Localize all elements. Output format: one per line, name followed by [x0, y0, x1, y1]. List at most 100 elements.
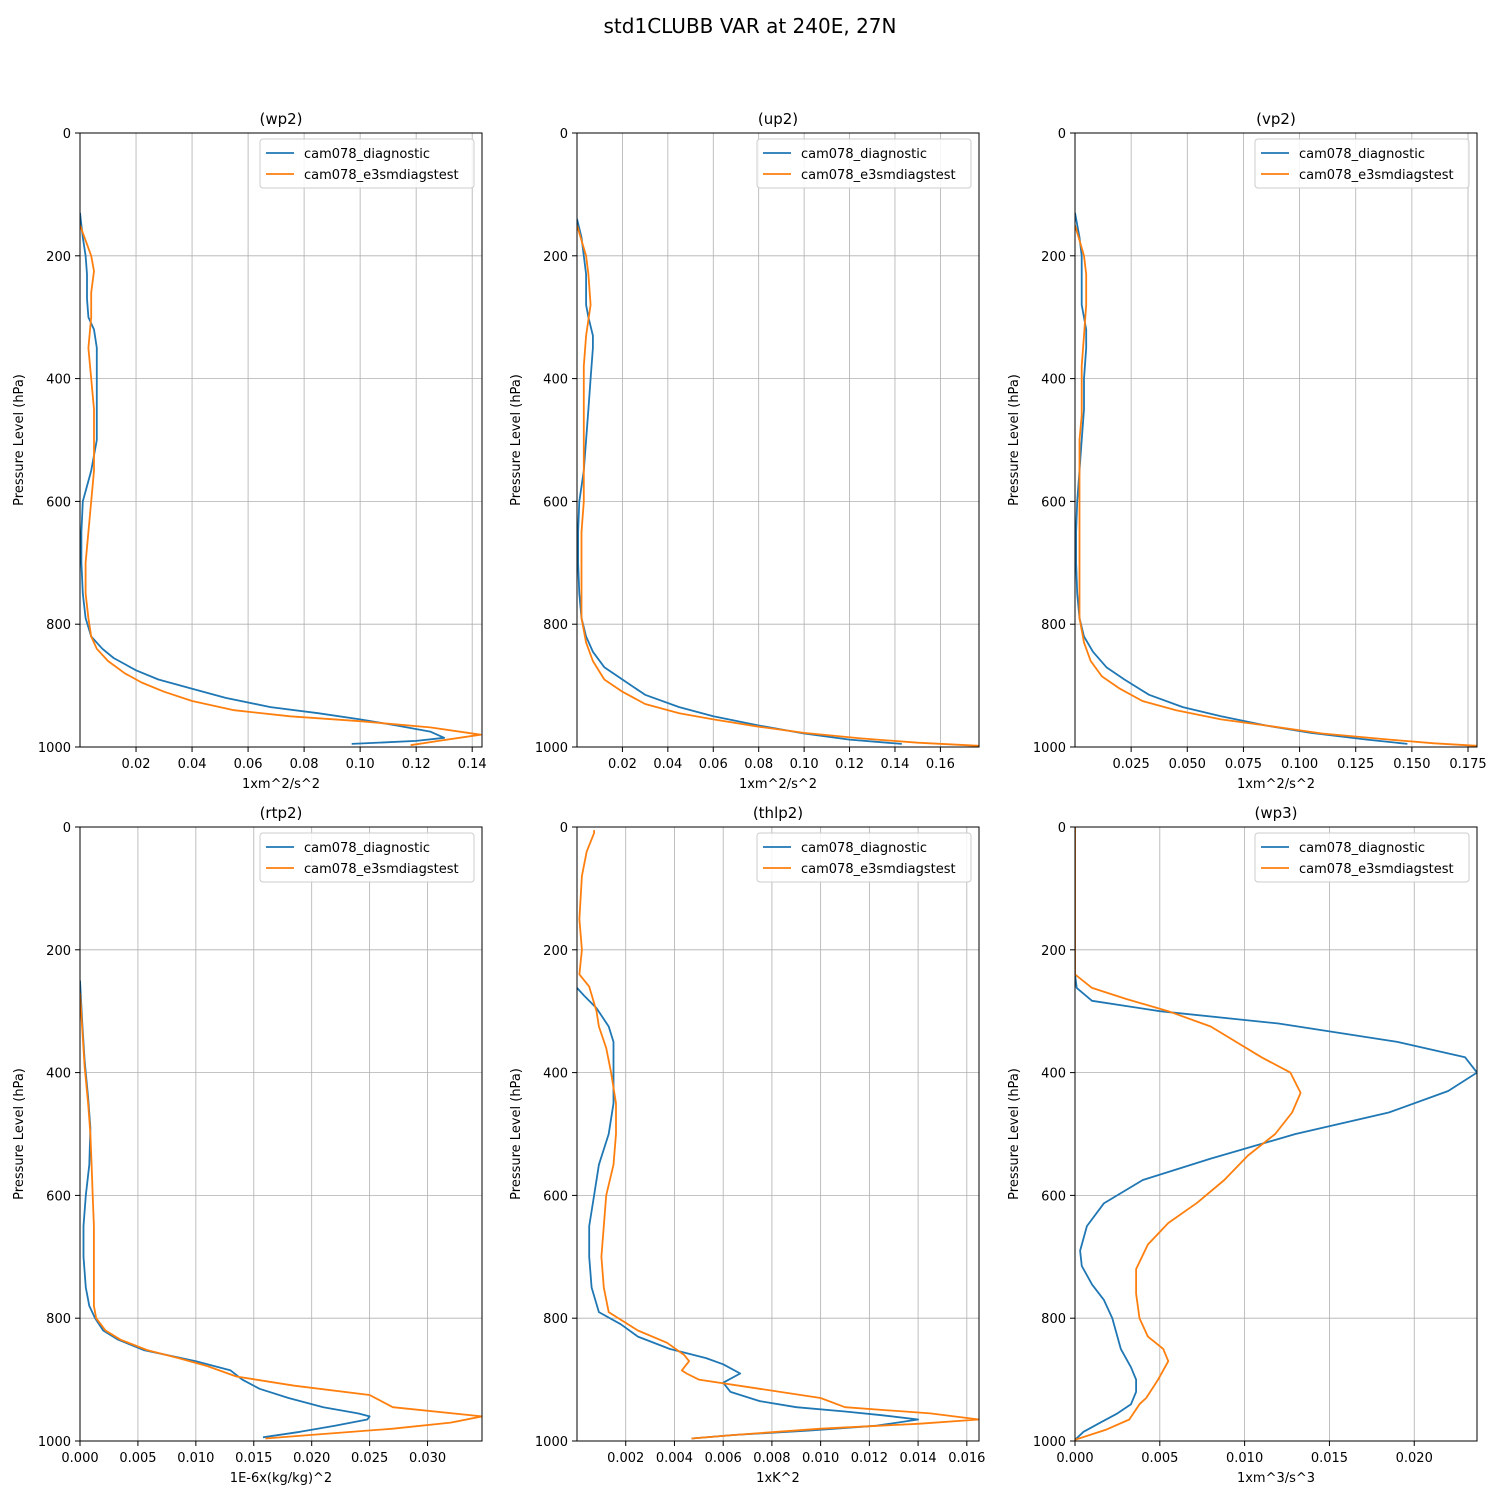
y-tick-label: 0	[1058, 821, 1066, 836]
series-line-diagnostic	[1075, 827, 1477, 1441]
axes-frame	[1074, 826, 1478, 1442]
legend-label: cam078_e3smdiagstest	[1299, 862, 1454, 877]
x-tick-label: 0.050	[1169, 757, 1206, 772]
legend: cam078_diagnostic cam078_e3smdiagstest	[259, 832, 475, 883]
y-tick-label: 600	[46, 495, 71, 510]
y-tick-label: 200	[543, 250, 568, 265]
legend-label: cam078_e3smdiagstest	[801, 168, 956, 183]
series-line-diagnostic	[80, 980, 371, 1439]
x-tick-label: 0.02	[122, 757, 151, 772]
legend-label: cam078_diagnostic	[801, 147, 927, 162]
legend-label: cam078_diagnostic	[1299, 841, 1425, 856]
legend: cam078_diagnostic cam078_e3smdiagstest	[259, 138, 475, 189]
series-line-diagnostic	[80, 212, 446, 745]
x-tick-label: 0.10	[346, 757, 375, 772]
series-line-diagnostic	[577, 987, 919, 1440]
series-line-e3smdiagstest	[1075, 827, 1302, 1441]
y-tick-label: 1000	[535, 741, 568, 756]
legend-label: cam078_diagnostic	[1299, 147, 1425, 162]
panel-vp2: 0.025 0.050 0.075 0.100 0.125 0.150 0.175 0 200 4…	[1007, 110, 1487, 792]
y-tick-label: 200	[46, 250, 71, 265]
panel-title: (vp2)	[1256, 110, 1296, 128]
x-tick-label: 0.010	[802, 1451, 839, 1466]
x-tick-label: 0.125	[1337, 757, 1374, 772]
y-tick-label: 1000	[1033, 1435, 1066, 1450]
axes-frame	[79, 826, 483, 1442]
axes-frame	[576, 132, 980, 748]
x-axis-label: 1xm^2/s^2	[1237, 777, 1315, 792]
x-tick-label: 0.08	[290, 757, 319, 772]
legend: cam078_diagnostic cam078_e3smdiagstest	[756, 832, 972, 883]
x-tick-label: 0.008	[753, 1451, 790, 1466]
x-tick-label: 0.000	[1056, 1451, 1093, 1466]
y-tick-label: 800	[1041, 618, 1066, 633]
x-tick-label: 0.010	[177, 1451, 214, 1466]
x-tick-label: 0.005	[119, 1451, 156, 1466]
y-tick-label: 1000	[535, 1435, 568, 1450]
panel-thlp2: 0.002 0.004 0.006 0.008 0.010 0.012 0.014 0.016…	[509, 804, 985, 1486]
y-axis-label: Pressure Level (hPa)	[509, 1068, 524, 1200]
y-tick-label: 400	[1041, 1067, 1066, 1082]
x-tick-label: 0.075	[1225, 757, 1262, 772]
x-tick-label: 0.150	[1393, 757, 1430, 772]
legend: cam078_diagnostic cam078_e3smdiagstest	[1254, 138, 1470, 189]
y-tick-label: 600	[543, 1189, 568, 1204]
y-axis-label: Pressure Level (hPa)	[1007, 1068, 1022, 1200]
x-tick-label: 0.04	[653, 757, 682, 772]
legend-label: cam078_e3smdiagstest	[304, 862, 459, 877]
series-line-e3smdiagstest	[578, 830, 979, 1440]
x-tick-label: 0.014	[899, 1451, 936, 1466]
x-axis-label: 1xm^2/s^2	[739, 777, 817, 792]
x-tick-label: 0.175	[1449, 757, 1486, 772]
x-tick-label: 0.010	[1226, 1451, 1263, 1466]
panel-rtp2: 0.000 0.005 0.010 0.015 0.020 0.025 0.030 0 200 4…	[12, 804, 483, 1486]
y-tick-label: 0	[560, 821, 568, 836]
x-tick-label: 0.020	[293, 1451, 330, 1466]
x-axis-label: 1xm^2/s^2	[242, 777, 320, 792]
y-tick-label: 200	[1041, 944, 1066, 959]
figure-title: std1CLUBB VAR at 240E, 27N	[603, 14, 897, 38]
x-tick-label: 0.000	[61, 1451, 98, 1466]
legend-label: cam078_e3smdiagstest	[1299, 168, 1454, 183]
y-tick-label: 800	[46, 1312, 71, 1327]
x-tick-label: 0.002	[607, 1451, 644, 1466]
y-axis-label: Pressure Level (hPa)	[12, 1068, 27, 1200]
axes-frame	[1074, 132, 1478, 748]
legend-frame	[259, 138, 475, 189]
y-tick-label: 200	[46, 944, 71, 959]
x-axis-label: 1E-6x(kg/kg)^2	[230, 1471, 332, 1486]
legend-label: cam078_diagnostic	[304, 841, 430, 856]
y-tick-label: 0	[1058, 127, 1066, 142]
x-axis-label: 1xm^3/s^3	[1237, 1471, 1315, 1486]
panel-wp2: 0.02 0.04 0.06 0.08 0.10 0.12 0.14 0 200 400 600 80…	[12, 110, 487, 792]
y-tick-label: 800	[543, 618, 568, 633]
x-tick-label: 0.02	[608, 757, 637, 772]
panel-title: (wp3)	[1254, 804, 1297, 822]
panel-wp3: 0.000 0.005 0.010 0.015 0.020 0 200 400 600 800 10…	[1007, 804, 1478, 1486]
axes-frame	[576, 826, 980, 1442]
y-tick-label: 800	[46, 618, 71, 633]
x-tick-label: 0.025	[1113, 757, 1150, 772]
x-tick-label: 0.08	[744, 757, 773, 772]
legend-frame	[1254, 832, 1470, 883]
x-tick-label: 0.12	[402, 757, 431, 772]
legend-frame	[1254, 138, 1470, 189]
y-tick-label: 1000	[38, 741, 71, 756]
legend-label: cam078_e3smdiagstest	[304, 168, 459, 183]
y-tick-label: 400	[543, 1067, 568, 1082]
legend-frame	[259, 832, 475, 883]
series-line-e3smdiagstest	[80, 992, 482, 1440]
panel-up2: 0.02 0.04 0.06 0.08 0.10 0.12 0.14 0.16 0 200 400 6…	[509, 110, 980, 792]
legend: cam078_diagnostic cam078_e3smdiagstest	[756, 138, 972, 189]
x-tick-label: 0.025	[351, 1451, 388, 1466]
x-tick-label: 0.030	[409, 1451, 446, 1466]
y-tick-label: 600	[1041, 495, 1066, 510]
y-tick-label: 1000	[38, 1435, 71, 1450]
legend-frame	[756, 832, 972, 883]
y-tick-label: 1000	[1033, 741, 1066, 756]
x-tick-label: 0.16	[926, 757, 955, 772]
series-line-e3smdiagstest	[80, 224, 482, 747]
x-tick-label: 0.015	[235, 1451, 272, 1466]
legend-frame	[756, 138, 972, 189]
x-tick-label: 0.14	[880, 757, 909, 772]
